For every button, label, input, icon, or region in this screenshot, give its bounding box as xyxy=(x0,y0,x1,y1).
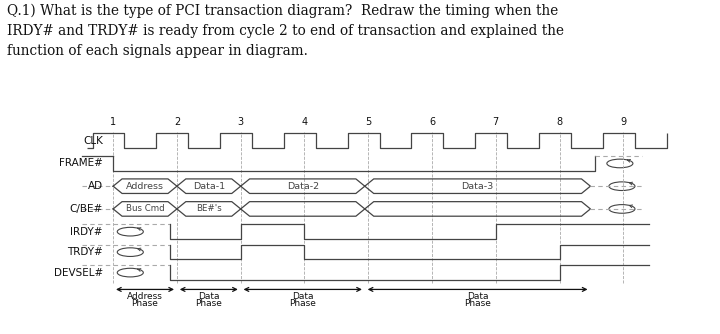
Text: BE#'s: BE#'s xyxy=(196,204,222,213)
Text: Data: Data xyxy=(292,292,313,301)
Text: 9: 9 xyxy=(620,117,626,127)
Text: Bus Cmd: Bus Cmd xyxy=(126,204,164,213)
Text: 5: 5 xyxy=(365,117,372,127)
Text: Q.1) What is the type of PCI transaction diagram?  Redraw the timing when the
IR: Q.1) What is the type of PCI transaction… xyxy=(7,3,564,58)
Text: FRAME#: FRAME# xyxy=(59,158,103,168)
Text: C/BE#: C/BE# xyxy=(70,204,103,214)
Text: Phase: Phase xyxy=(195,300,222,308)
Text: 6: 6 xyxy=(429,117,435,127)
Text: 3: 3 xyxy=(238,117,244,127)
Text: 4: 4 xyxy=(302,117,307,127)
Text: Data-3: Data-3 xyxy=(462,182,494,191)
Text: Phase: Phase xyxy=(464,300,491,308)
Text: 7: 7 xyxy=(492,117,499,127)
Text: Address: Address xyxy=(126,182,164,191)
Text: Phase: Phase xyxy=(289,300,316,308)
Text: Data-1: Data-1 xyxy=(193,182,225,191)
Text: CLK: CLK xyxy=(83,136,103,146)
Text: Data-2: Data-2 xyxy=(287,182,319,191)
Text: Phase: Phase xyxy=(132,300,158,308)
Text: Data: Data xyxy=(467,292,488,301)
Text: 8: 8 xyxy=(557,117,562,127)
Text: Address: Address xyxy=(127,292,163,301)
Text: AD: AD xyxy=(88,181,103,191)
Text: 1: 1 xyxy=(110,117,116,127)
Text: DEVSEL#: DEVSEL# xyxy=(53,268,103,278)
Text: Data: Data xyxy=(198,292,220,301)
Text: TRDY#: TRDY# xyxy=(67,247,103,257)
Text: 2: 2 xyxy=(174,117,180,127)
Text: IRDY#: IRDY# xyxy=(71,227,103,237)
